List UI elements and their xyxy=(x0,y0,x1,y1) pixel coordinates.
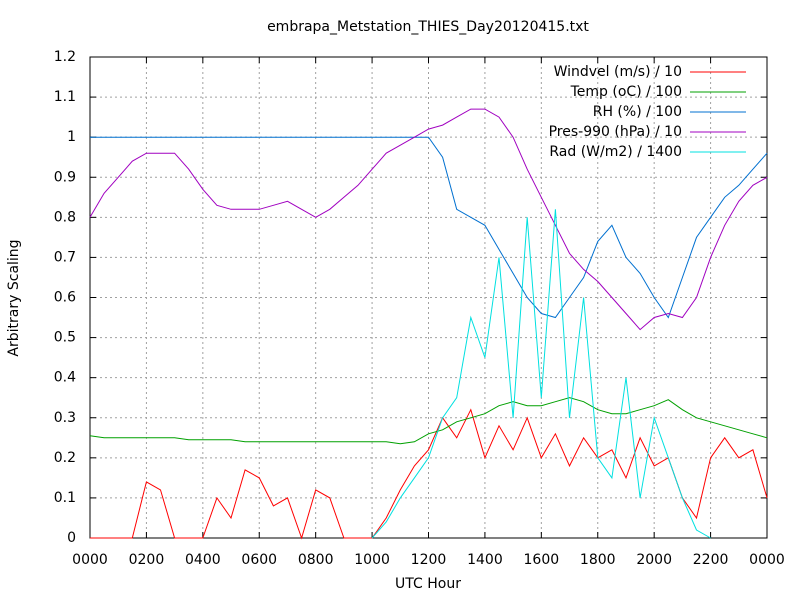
x-tick-label: 1600 xyxy=(524,552,560,568)
legend-label: RH (%) / 100 xyxy=(593,104,682,120)
x-tick-label: 1400 xyxy=(467,552,503,568)
y-tick-label: 0.2 xyxy=(54,450,76,466)
y-tick-label: 0.4 xyxy=(54,370,76,386)
x-tick-label: 0200 xyxy=(129,552,165,568)
x-tick-label: 1000 xyxy=(354,552,390,568)
series-line xyxy=(90,408,768,540)
legend-label: Pres-990 (hPa) / 10 xyxy=(549,124,682,140)
y-tick-label: 0.1 xyxy=(54,490,76,506)
legend-label: Temp (oC) / 100 xyxy=(570,84,682,100)
x-axis-label: UTC Hour xyxy=(395,576,461,592)
y-tick-label: 1.1 xyxy=(54,89,76,105)
y-tick-label: 0.7 xyxy=(54,249,76,265)
chart-title: embrapa_Metstation_THIES_Day20120415.txt xyxy=(267,19,589,35)
y-tick-label: 0.3 xyxy=(54,410,76,426)
y-tick-label: 0.9 xyxy=(54,169,76,185)
series-line xyxy=(89,108,768,331)
x-tick-label: 2200 xyxy=(693,552,729,568)
y-tick-label: 0.8 xyxy=(54,209,76,225)
legend-label: Windvel (m/s) / 10 xyxy=(554,64,682,80)
y-axis-label: Arbitrary Scaling xyxy=(6,239,22,356)
x-tick-label: 0600 xyxy=(241,552,277,568)
y-tick-label: 0.6 xyxy=(54,290,76,306)
y-tick-label: 1.2 xyxy=(54,49,76,65)
y-tick-label: 0 xyxy=(67,530,76,546)
series-line xyxy=(90,136,768,319)
x-tick-label: 1800 xyxy=(580,552,616,568)
x-tick-label: 1200 xyxy=(411,552,447,568)
legend-label: Rad (W/m2) / 1400 xyxy=(549,144,682,160)
series-line xyxy=(89,397,768,445)
y-tick-label: 0.5 xyxy=(54,330,76,346)
x-tick-label: 0000 xyxy=(749,552,785,568)
y-tick-label: 1 xyxy=(67,129,76,145)
x-tick-label: 2000 xyxy=(636,552,672,568)
series-line xyxy=(371,209,711,539)
plot-frame xyxy=(89,56,768,539)
x-tick-label: 0400 xyxy=(185,552,221,568)
x-tick-label: 0000 xyxy=(72,552,108,568)
x-tick-label: 0800 xyxy=(298,552,334,568)
